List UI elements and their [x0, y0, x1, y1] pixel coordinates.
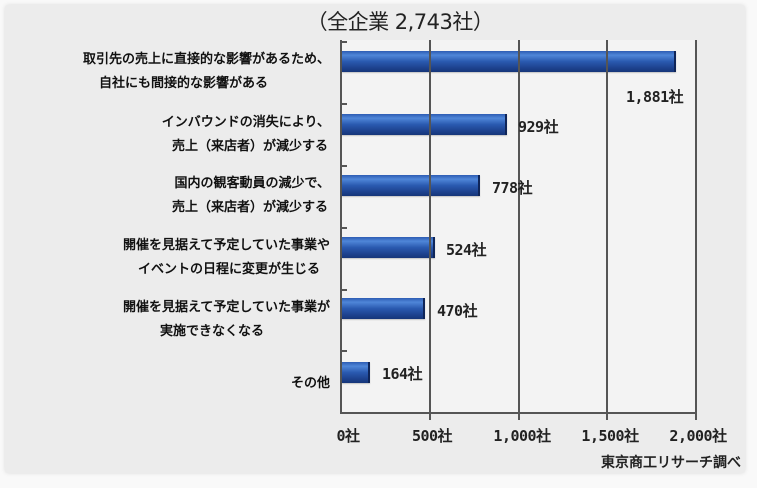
bar	[342, 175, 480, 196]
bar	[342, 237, 435, 258]
category-label-line: 取引先の売上に直接的な影響があるため、	[82, 52, 330, 67]
value-label: 929社	[518, 118, 559, 136]
bar	[342, 298, 425, 319]
category-label: 開催を見据えて予定していた事業が 実施できなくなる	[123, 296, 330, 344]
gridline	[429, 40, 431, 420]
chart-title: （全企業 2,743社）	[306, 10, 494, 34]
value-label: 164社	[382, 365, 423, 383]
bar	[342, 114, 507, 135]
category-label-line: 国内の観客動員の減少で、	[174, 176, 330, 191]
y-tick	[341, 289, 347, 291]
x-tick-label: 1,500社	[581, 427, 639, 445]
x-tick-label: 0社	[336, 427, 360, 445]
x-tick-label: 2,000社	[669, 427, 727, 445]
category-label-line: イベントの日程に変更が生じる	[137, 262, 320, 277]
x-tick-label: 500社	[411, 427, 453, 445]
bar	[342, 51, 676, 72]
category-label-line: 開催を見据えて予定していた事業が	[123, 300, 330, 315]
category-label: インバウンドの消失により、 売上（来店者）が減少する	[162, 111, 330, 159]
y-tick	[341, 350, 347, 352]
category-label-line: 自社にも間接的な影響がある	[98, 76, 268, 91]
y-tick	[341, 227, 347, 229]
category-label-line: その他	[290, 376, 330, 391]
value-label: 524社	[446, 241, 487, 259]
y-tick	[341, 165, 347, 167]
source-credit: 東京商工リサーチ調べ	[601, 455, 741, 471]
category-label-line: インバウンドの消失により、	[161, 115, 330, 130]
category-label: その他	[291, 372, 330, 396]
y-tick	[341, 103, 347, 105]
x-tick-label: 1,000社	[493, 427, 551, 445]
category-label-line: 売上（来店者）が減少する	[171, 200, 328, 215]
y-tick	[341, 41, 347, 43]
category-label-line: 実施できなくなる	[159, 324, 264, 339]
category-label: 国内の観客動員の減少で、 売上（来店者）が減少する	[172, 172, 330, 220]
gridline	[606, 40, 608, 420]
category-label: 開催を見据えて予定していた事業や イベントの日程に変更が生じる	[123, 234, 330, 282]
value-label: 1,881社	[626, 88, 684, 106]
value-label: 778社	[492, 179, 533, 197]
value-label: 470社	[437, 302, 478, 320]
category-label-line: 開催を見据えて予定していた事業や	[123, 238, 330, 253]
category-label-line: 売上（来店者）が減少する	[171, 139, 328, 154]
gridline	[518, 40, 520, 420]
category-label: 取引先の売上に直接的な影響があるため、 自社にも間接的な影響がある	[83, 48, 330, 96]
gridline	[695, 40, 697, 420]
bar	[342, 362, 370, 383]
